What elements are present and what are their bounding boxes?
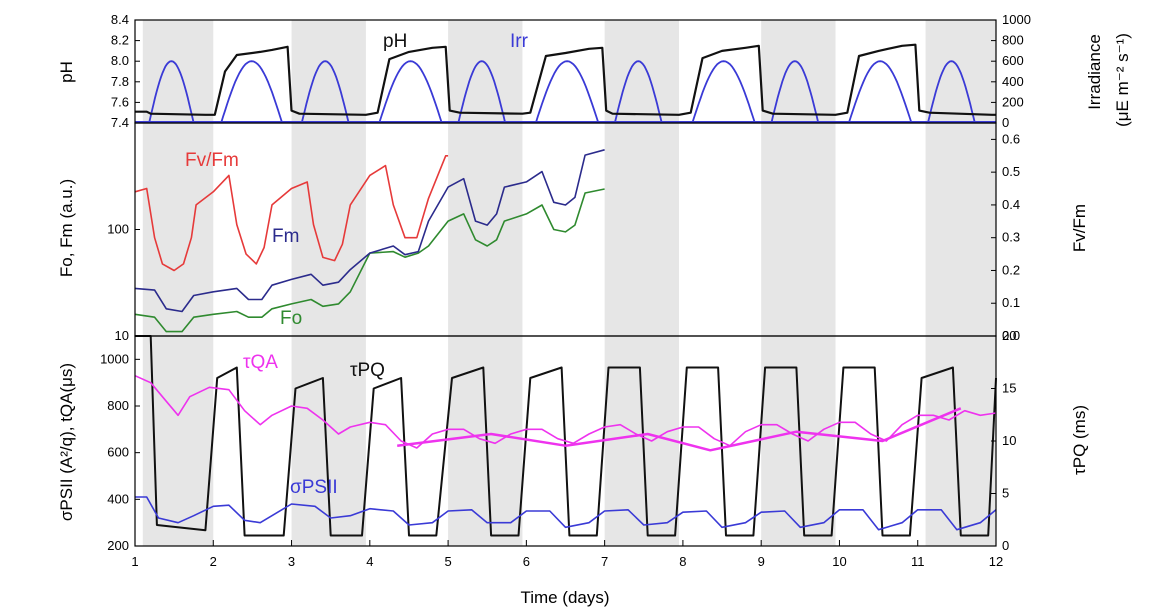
ph-tick-label-7.8: 7.8	[111, 74, 129, 89]
dark-period-2	[448, 20, 523, 546]
bottom-y2label: τPQ (ms)	[1070, 405, 1089, 475]
sigma-series	[135, 496, 997, 531]
irr-tick-label-0: 0	[1002, 115, 1009, 130]
annotation-irr: Irr	[510, 31, 529, 52]
fvfm-tick-label-0.2: 0.2	[1002, 262, 1020, 277]
annotation-fvfm: Fv/Fm	[185, 150, 239, 171]
irr-pulse-7	[691, 60, 756, 124]
annotation-tpq: τPQ	[350, 360, 385, 381]
top-y2label-line2: (μE m⁻² s⁻¹)	[1113, 33, 1132, 127]
x-tick-label-1: 1	[131, 554, 138, 569]
irr-pulse-8	[770, 60, 820, 124]
tqa-trend-series	[397, 407, 962, 452]
x-tick-label-12: 12	[989, 554, 1003, 569]
fofm-tick-label-100: 100	[107, 222, 129, 237]
sigma-tick-label-600: 600	[107, 445, 129, 460]
x-tick-label-8: 8	[679, 554, 686, 569]
fvfm-series	[134, 155, 449, 272]
x-tick-label-6: 6	[523, 554, 530, 569]
annotation-ph: pH	[383, 31, 407, 52]
annotation-fm: Fm	[272, 226, 299, 247]
ph-tick-label-8.4: 8.4	[111, 12, 129, 27]
x-tick-label-3: 3	[288, 554, 295, 569]
fvfm-tick-label-0.4: 0.4	[1002, 197, 1020, 212]
ph-series	[135, 43, 996, 116]
irr-pulse-6	[613, 60, 663, 124]
irr-tick-label-800: 800	[1002, 33, 1024, 48]
fm-series	[134, 149, 605, 313]
tpq-tick-label-5: 5	[1002, 486, 1009, 501]
irr-tick-label-400: 400	[1002, 74, 1024, 89]
fo-series	[134, 188, 605, 333]
irr-pulse-0	[148, 60, 195, 124]
irr-tick-label-1000: 1000	[1002, 12, 1031, 27]
irr-pulse-3	[378, 60, 443, 124]
top-panel-frame	[134, 19, 997, 124]
fvfm-tick-label-0.0: 0.0	[1002, 328, 1020, 343]
tpq-tick-label-15: 15	[1002, 381, 1016, 396]
annotation-tqa: τQA	[243, 352, 278, 373]
fvfm-tick-label-0.5: 0.5	[1002, 164, 1020, 179]
x-tick-label-2: 2	[210, 554, 217, 569]
x-tick-label-4: 4	[366, 554, 373, 569]
top-ylabel: pH	[57, 61, 76, 83]
sigma-tick-label-800: 800	[107, 398, 129, 413]
tqa-series	[134, 374, 997, 449]
sigma-tick-label-1000: 1000	[100, 351, 129, 366]
top-y2label-line1: Irradiance	[1085, 34, 1104, 110]
ph-tick-label-8.0: 8.0	[111, 53, 129, 68]
bottom-xlabel: Time (days)	[520, 588, 609, 607]
x-tick-label-10: 10	[832, 554, 846, 569]
irr-pulse-4	[457, 60, 507, 124]
middle-panel-frame	[134, 122, 997, 337]
fvfm-tick-label-0.3: 0.3	[1002, 230, 1020, 245]
irr-pulse-9	[847, 60, 913, 124]
tpq-series	[135, 335, 997, 537]
dark-period-4	[761, 20, 836, 546]
irr-tick-label-200: 200	[1002, 94, 1024, 109]
ph-tick-label-8.2: 8.2	[111, 33, 129, 48]
irr-pulse-5	[534, 60, 600, 124]
irr-pulse-2	[300, 60, 350, 124]
dark-period-5	[925, 20, 996, 546]
bottom-ylabel: σPSII (A²/q), tQA(μs)	[57, 363, 76, 521]
dark-period-0	[142, 20, 214, 546]
dark-period-shading	[142, 20, 996, 546]
dark-period-3	[604, 20, 679, 546]
tpq-tick-label-0: 0	[1002, 538, 1009, 553]
tpq-tick-label-10: 10	[1002, 433, 1016, 448]
series-layer	[134, 43, 997, 537]
ph-tick-label-7.4: 7.4	[111, 115, 129, 130]
sigma-tick-label-200: 200	[107, 538, 129, 553]
annotation-sigma: σPSII	[290, 477, 338, 498]
fofm-tick-label-10: 10	[115, 328, 129, 343]
middle-y2label: Fv/Fm	[1070, 204, 1089, 252]
tpq-tick-label-20: 20	[1002, 328, 1016, 343]
x-tick-label-9: 9	[758, 554, 765, 569]
annotation-fo: Fo	[280, 308, 302, 329]
ticks-layer: 7.47.67.88.08.28.40200400600800100010100…	[100, 12, 1031, 569]
irr-pulse-10	[927, 60, 976, 124]
fvfm-tick-label-0.1: 0.1	[1002, 295, 1020, 310]
x-tick-label-5: 5	[444, 554, 451, 569]
ph-tick-label-7.6: 7.6	[111, 94, 129, 109]
irr-pulse-1	[220, 60, 284, 124]
middle-ylabel: Fo, Fm (a.u.)	[57, 179, 76, 277]
x-tick-label-7: 7	[601, 554, 608, 569]
irr-tick-label-600: 600	[1002, 53, 1024, 68]
dark-period-1	[291, 20, 366, 546]
fvfm-tick-label-0.6: 0.6	[1002, 131, 1020, 146]
x-tick-label-11: 11	[911, 554, 925, 569]
sigma-tick-label-400: 400	[107, 491, 129, 506]
